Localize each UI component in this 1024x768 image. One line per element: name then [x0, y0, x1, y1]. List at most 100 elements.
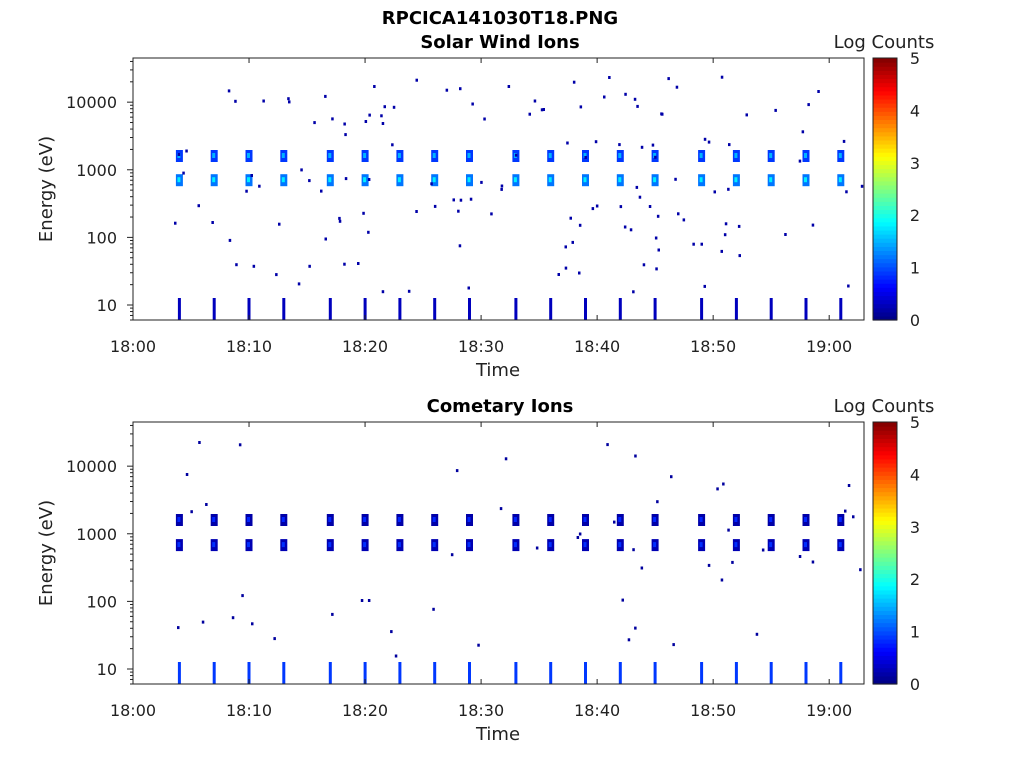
- heatmap-cell: [450, 553, 454, 557]
- colorbar-segment: [873, 475, 897, 480]
- heatmap-cell: [469, 197, 473, 201]
- colorbar-segment: [873, 217, 897, 223]
- heatmap-cell: [433, 662, 437, 684]
- heatmap-cell: [367, 230, 370, 234]
- heatmap-cell: [769, 662, 773, 684]
- colorbar-frame: [872, 57, 898, 321]
- colorbar-segment: [873, 148, 897, 153]
- heatmap-cell: [769, 177, 773, 183]
- heatmap-cell: [357, 262, 360, 265]
- heatmap-cell: [557, 273, 560, 276]
- heatmap-cell: [513, 542, 517, 548]
- heatmap-cell: [500, 184, 504, 188]
- colorbar-segment: [873, 221, 897, 227]
- heatmap-cell: [535, 546, 539, 550]
- colorbar-segment: [873, 434, 897, 439]
- heatmap-cell: [391, 143, 394, 147]
- heatmap-cell: [397, 542, 401, 548]
- colorbar-tick-label: 1: [910, 259, 920, 278]
- heatmap-cell: [227, 89, 231, 93]
- colorbar-segment: [873, 634, 897, 640]
- colorbar-segment: [873, 66, 897, 71]
- heatmap-cell: [247, 542, 250, 548]
- heatmap-cell: [367, 599, 371, 602]
- heatmap-cell: [654, 155, 657, 159]
- heatmap-cell: [328, 177, 332, 183]
- colorbar-segment: [873, 70, 897, 75]
- heatmap-cell: [500, 187, 503, 191]
- heatmap-cell: [804, 662, 808, 684]
- heatmap-cell: [247, 177, 250, 183]
- colorbar-segment: [873, 651, 897, 656]
- colorbar-segment: [873, 234, 897, 239]
- heatmap-cell: [699, 177, 703, 183]
- x-tick-label: 18:20: [342, 337, 388, 356]
- colorbar-segment: [873, 569, 897, 575]
- heatmap-cell: [459, 198, 463, 202]
- x-axis-label: Time: [475, 724, 520, 745]
- heatmap-cell: [807, 103, 810, 107]
- colorbar-segment: [873, 659, 897, 665]
- heatmap-cell: [629, 228, 633, 232]
- heatmap-cell: [328, 517, 332, 522]
- heatmap-cell: [177, 177, 181, 183]
- heatmap-cell: [182, 171, 185, 175]
- heatmap-cell: [432, 153, 436, 158]
- colorbar-segment: [873, 94, 897, 100]
- heatmap-cell: [703, 284, 706, 288]
- colorbar-segment: [873, 606, 897, 611]
- heatmap-cell: [281, 153, 285, 158]
- heatmap-cell: [394, 654, 398, 658]
- colorbar-segment: [873, 156, 897, 161]
- heatmap-cell: [455, 469, 459, 473]
- heatmap-cell: [635, 185, 639, 189]
- heatmap-cell: [674, 177, 677, 181]
- heatmap-cell: [634, 626, 637, 630]
- x-tick-label: 18:10: [226, 701, 272, 720]
- heatmap-cell: [328, 153, 332, 158]
- colorbar-segment: [873, 655, 897, 661]
- heatmap-cell: [569, 216, 572, 220]
- colorbar-segment: [873, 536, 897, 542]
- heatmap-cell: [624, 92, 627, 96]
- heatmap-cell: [231, 616, 235, 620]
- heatmap-cell: [262, 99, 265, 103]
- heatmap-cell: [653, 517, 657, 522]
- heatmap-cell: [397, 153, 401, 158]
- heatmap-cell: [769, 298, 773, 320]
- colorbar-segment: [873, 512, 897, 517]
- heatmap-cell: [185, 149, 188, 153]
- x-tick-label: 18:50: [690, 701, 736, 720]
- heatmap-cell: [549, 662, 553, 684]
- colorbar-segment: [873, 663, 897, 669]
- colorbar-segment: [873, 589, 897, 595]
- colorbar-segment: [873, 143, 897, 149]
- heatmap-cell: [720, 249, 723, 253]
- x-axis-label: Time: [475, 360, 520, 381]
- colorbar-segment: [873, 614, 897, 620]
- heatmap-cell: [634, 454, 637, 458]
- heatmap-cell: [734, 177, 738, 183]
- x-tick-label: 18:30: [458, 701, 504, 720]
- heatmap-cell: [720, 578, 724, 582]
- heatmap-cell: [656, 500, 659, 504]
- colorbar-segment: [873, 299, 897, 305]
- colorbar-segment: [873, 172, 897, 178]
- colorbar-segment: [873, 630, 897, 636]
- heatmap-cell: [653, 542, 657, 548]
- colorbar-segment: [873, 462, 897, 468]
- heatmap-cell: [651, 143, 655, 147]
- colorbar-segment: [873, 471, 897, 476]
- heatmap-cell: [445, 88, 449, 92]
- colorbar-segment: [873, 638, 897, 644]
- colorbar-segment: [873, 213, 897, 219]
- heatmap-cell: [381, 290, 385, 294]
- x-tick-label: 19:00: [806, 337, 852, 356]
- heatmap-cell: [452, 198, 455, 202]
- colorbar-segment: [873, 287, 897, 292]
- heatmap-cell: [212, 542, 216, 548]
- heatmap-cell: [667, 77, 670, 81]
- colorbar-segment: [873, 446, 897, 452]
- heatmap-cell: [838, 153, 842, 158]
- heatmap-cell: [653, 298, 657, 320]
